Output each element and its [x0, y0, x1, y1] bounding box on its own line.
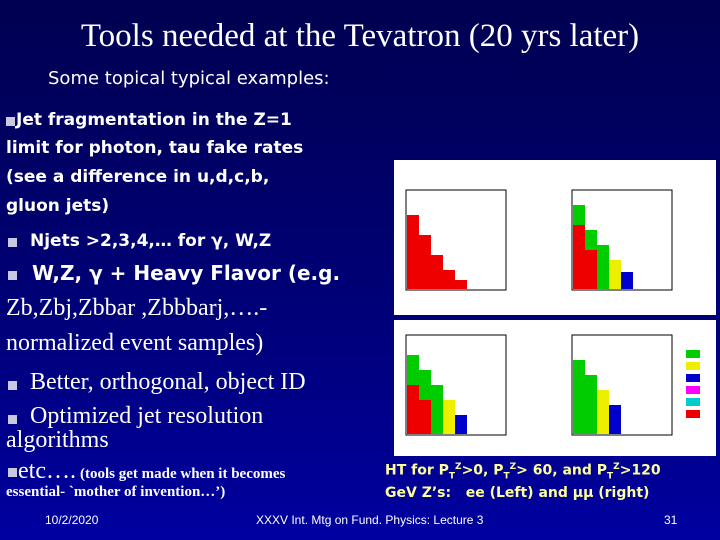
caption-text: Z — [509, 462, 517, 472]
bullet-line: Optimized jet resolution — [30, 403, 264, 429]
bullet-line: algorithms — [6, 427, 109, 453]
plots — [394, 160, 716, 456]
caption-text: T — [503, 471, 510, 482]
bullet-marker — [6, 117, 15, 126]
bullet-line: essential- `mother of invention…’) — [6, 484, 226, 500]
bullet-marker — [8, 468, 17, 477]
histogram — [407, 205, 700, 434]
plot-frame — [571, 189, 673, 291]
bullet-marker — [8, 238, 17, 247]
title: Tools needed at the Tevatron (20 yrs lat… — [80, 18, 640, 54]
bullet-marker — [8, 381, 17, 390]
bullet-line: Zb,Zbj,Zbbar ,Zbbbarj,….- — [6, 295, 268, 321]
caption-text: T — [448, 471, 456, 482]
plot-frame — [405, 334, 507, 436]
bullet-marker — [8, 271, 17, 280]
caption-text: T — [607, 471, 614, 482]
bullet-text: etc…. — [18, 458, 76, 484]
bullet-line: (see a difference in u,d,c,b, — [6, 167, 270, 187]
bullet-marker — [8, 415, 17, 424]
bullet-text: (tools get made when it becomes — [79, 466, 286, 482]
subtitle: Some topical typical examples: — [48, 68, 330, 89]
caption-line: GeV Z’s: ee (Left) and μμ (right) — [385, 485, 650, 501]
plot-panel — [394, 160, 716, 315]
bullet-line: Njets >2,3,4,… for γ, W,Z — [30, 231, 272, 251]
plot-frame — [405, 189, 507, 291]
caption-text: Z — [455, 462, 462, 472]
bullet-line: normalized event samples) — [6, 330, 264, 356]
bullet-line: Better, orthogonal, object ID — [30, 369, 306, 395]
bullet-line: limit for photon, tau fake rates — [6, 138, 304, 158]
caption-text: HT for P — [385, 462, 449, 479]
caption-line: HT for PTZ>0, PTZ> 60, and PTZ>120 — [385, 462, 661, 481]
bullet-line: W,Z, γ + Heavy Flavor (e.g. — [32, 261, 341, 285]
caption-text: > 60, and P — [516, 462, 608, 479]
plot-frame — [571, 334, 673, 436]
bullet-line: Jet fragmentation in the Z=1 — [16, 110, 292, 130]
footer-date: 10/2/2020 — [45, 513, 99, 527]
footer-center: XXXV Int. Mtg on Fund. Physics: Lecture … — [256, 513, 484, 527]
footer-page: 31 — [664, 513, 678, 527]
bullet-line: gluon jets) — [6, 196, 110, 216]
caption-text: >120 — [619, 462, 661, 479]
bullet-line: etc…. (tools get made when it becomes — [18, 458, 285, 485]
caption-text: Z — [613, 462, 620, 472]
caption-text: >0, P — [461, 462, 504, 479]
